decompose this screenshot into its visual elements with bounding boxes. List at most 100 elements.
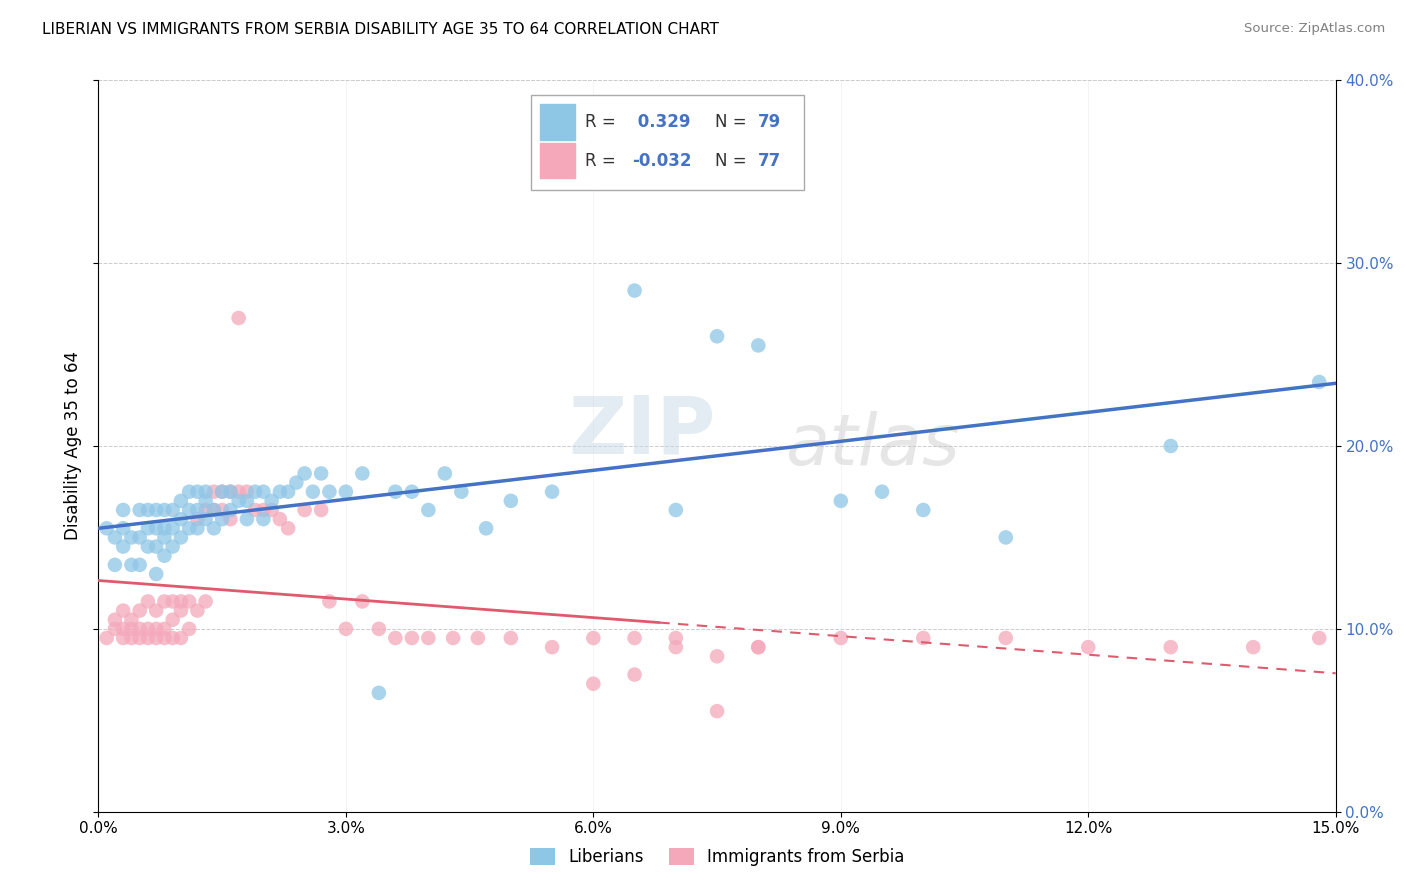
Point <box>228 311 250 326</box>
Point <box>994 530 1017 544</box>
Point <box>1308 631 1330 645</box>
Point <box>219 484 242 499</box>
Point <box>418 631 440 645</box>
Point <box>194 503 217 517</box>
Point <box>186 521 208 535</box>
Point <box>202 484 225 499</box>
Point <box>309 467 332 481</box>
Point <box>128 603 150 617</box>
Text: 0.329: 0.329 <box>631 113 690 131</box>
Point <box>1160 439 1182 453</box>
Point <box>202 503 225 517</box>
Point <box>112 521 135 535</box>
Point <box>162 503 184 517</box>
Point <box>211 484 233 499</box>
Point <box>194 493 217 508</box>
Point <box>170 631 193 645</box>
Point <box>170 493 193 508</box>
Point <box>162 594 184 608</box>
Point <box>186 603 208 617</box>
Point <box>153 530 176 544</box>
Point <box>582 631 605 645</box>
Point <box>145 622 167 636</box>
Point <box>219 484 242 499</box>
Point <box>294 467 316 481</box>
Point <box>186 484 208 499</box>
Point <box>706 649 728 664</box>
Text: 79: 79 <box>758 113 782 131</box>
Point <box>623 631 645 645</box>
Point <box>120 558 142 572</box>
Point <box>582 676 605 690</box>
Text: -0.032: -0.032 <box>631 152 692 169</box>
Point <box>179 594 201 608</box>
Point <box>401 631 423 645</box>
Text: ZIP: ZIP <box>568 392 716 470</box>
Point <box>269 512 291 526</box>
Point <box>153 622 176 636</box>
Point <box>112 622 135 636</box>
Point <box>194 512 217 526</box>
Point <box>236 493 259 508</box>
Point <box>162 631 184 645</box>
Text: Source: ZipAtlas.com: Source: ZipAtlas.com <box>1244 22 1385 36</box>
Text: LIBERIAN VS IMMIGRANTS FROM SERBIA DISABILITY AGE 35 TO 64 CORRELATION CHART: LIBERIAN VS IMMIGRANTS FROM SERBIA DISAB… <box>42 22 718 37</box>
Point <box>211 512 233 526</box>
Point <box>211 503 233 517</box>
Point <box>136 540 159 554</box>
Point <box>179 503 201 517</box>
Point <box>136 631 159 645</box>
Point <box>112 540 135 554</box>
Point <box>541 484 564 499</box>
Point <box>747 640 769 655</box>
Point <box>335 622 357 636</box>
Point <box>541 640 564 655</box>
Point <box>104 558 127 572</box>
Point <box>128 558 150 572</box>
Point <box>128 503 150 517</box>
Point <box>136 503 159 517</box>
Point <box>367 622 389 636</box>
Point <box>179 484 201 499</box>
Point <box>136 594 159 608</box>
Point <box>467 631 489 645</box>
Point <box>179 521 201 535</box>
Point <box>219 503 242 517</box>
Point <box>277 521 299 535</box>
Point <box>211 484 233 499</box>
Point <box>153 631 176 645</box>
Point <box>145 603 167 617</box>
Point <box>318 594 340 608</box>
Point <box>1241 640 1264 655</box>
Point <box>145 567 167 582</box>
Text: 77: 77 <box>758 152 782 169</box>
Point <box>145 540 167 554</box>
Point <box>219 512 242 526</box>
Point <box>994 631 1017 645</box>
Point <box>747 338 769 352</box>
Bar <box>540 144 575 178</box>
Point <box>706 329 728 343</box>
Y-axis label: Disability Age 35 to 64: Disability Age 35 to 64 <box>65 351 83 541</box>
Text: R =: R = <box>585 113 620 131</box>
Point <box>128 530 150 544</box>
Point <box>1308 375 1330 389</box>
Point <box>582 174 605 188</box>
Point <box>1160 640 1182 655</box>
Point <box>285 475 308 490</box>
Point <box>236 512 259 526</box>
Point <box>912 503 935 517</box>
Point <box>706 704 728 718</box>
Point <box>162 540 184 554</box>
Point <box>120 622 142 636</box>
Point <box>120 613 142 627</box>
Point <box>665 503 688 517</box>
Point <box>747 640 769 655</box>
Text: N =: N = <box>714 113 751 131</box>
Point <box>170 512 193 526</box>
Point <box>384 484 406 499</box>
Point <box>153 503 176 517</box>
Point <box>186 512 208 526</box>
Point <box>367 686 389 700</box>
Point <box>384 631 406 645</box>
